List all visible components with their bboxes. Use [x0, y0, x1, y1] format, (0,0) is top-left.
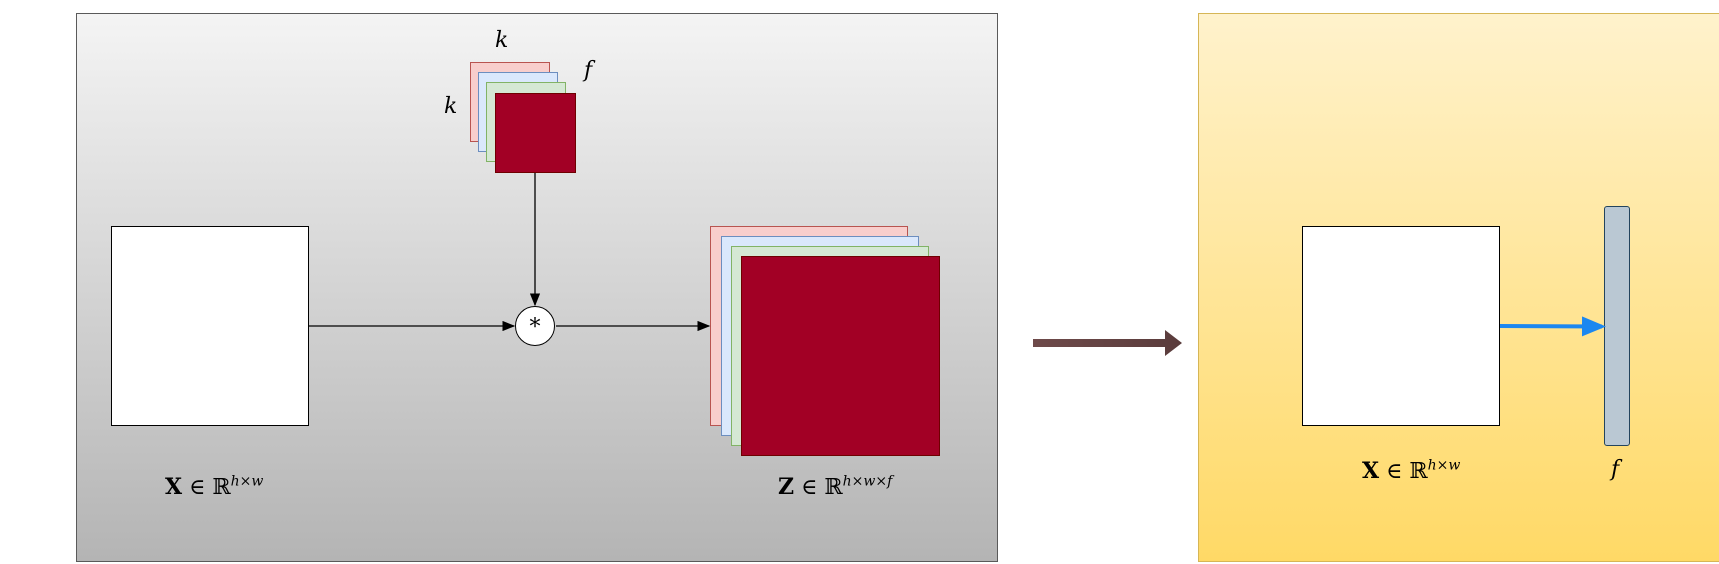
convolution-operator: *: [515, 306, 555, 346]
input-label: X ∈ ℝh×w: [165, 474, 263, 500]
transition-arrow: [1033, 330, 1182, 356]
filter-size-top-label: k: [495, 28, 509, 53]
output-label-symbol: Z: [778, 474, 795, 500]
dense-input-label: X ∈ ℝh×w: [1362, 458, 1460, 484]
output-front: [741, 256, 940, 456]
dense-output-label: f: [1611, 457, 1620, 482]
output-label-exponent: h×w×f: [842, 473, 893, 490]
filter-count-label: f: [584, 58, 593, 83]
filter-front: [495, 93, 576, 173]
dense-arrow: [1499, 316, 1606, 337]
input-label-set: ∈ ℝ: [189, 475, 231, 500]
dense-input-label-exponent: h×w: [1427, 457, 1461, 474]
dense-input-square: [1302, 226, 1500, 426]
input-label-exponent: h×w: [230, 473, 264, 490]
input-square: [111, 226, 309, 426]
dense-input-label-set: ∈ ℝ: [1386, 459, 1428, 484]
output-label: Z ∈ ℝh×w×f: [778, 474, 892, 500]
filter-size-left-label: k: [444, 94, 458, 119]
dense-input-label-symbol: X: [1362, 458, 1380, 484]
output-label-set: ∈ ℝ: [801, 475, 843, 500]
input-label-symbol: X: [165, 474, 183, 500]
